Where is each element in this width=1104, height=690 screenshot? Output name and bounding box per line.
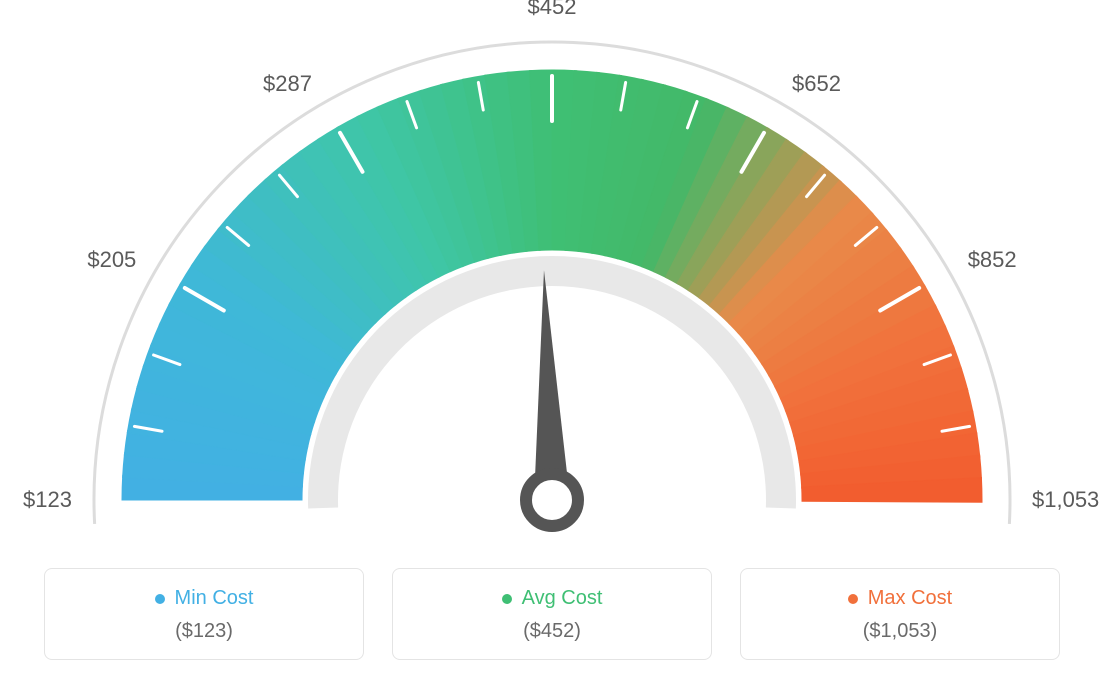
- legend-value-min: ($123): [57, 620, 351, 643]
- legend-title-max: Max Cost: [848, 587, 952, 610]
- legend-row: Min Cost ($123) Avg Cost ($452) Max Cost…: [40, 568, 1064, 660]
- legend-label-avg: Avg Cost: [522, 587, 603, 610]
- scale-label: $205: [87, 247, 136, 273]
- scale-label: $852: [968, 247, 1017, 273]
- scale-label: $652: [792, 71, 841, 97]
- legend-card-avg: Avg Cost ($452): [392, 568, 712, 660]
- legend-title-avg: Avg Cost: [502, 587, 603, 610]
- gauge-area: $123 $205 $287 $452 $652 $852 $1,053: [0, 0, 1104, 560]
- legend-value-avg: ($452): [405, 620, 699, 643]
- legend-card-min: Min Cost ($123): [44, 568, 364, 660]
- scale-label: $452: [528, 0, 577, 20]
- cost-gauge-widget: $123 $205 $287 $452 $652 $852 $1,053 Min Cost …: [0, 0, 1104, 690]
- scale-label: $1,053: [1032, 487, 1099, 513]
- gauge-svg: [0, 0, 1104, 560]
- legend-title-min: Min Cost: [155, 587, 254, 610]
- scale-label: $123: [23, 487, 72, 513]
- legend-value-max: ($1,053): [753, 620, 1047, 643]
- legend-dot-min: [155, 594, 165, 604]
- legend-label-max: Max Cost: [868, 587, 952, 610]
- scale-label: $287: [263, 71, 312, 97]
- legend-dot-avg: [502, 594, 512, 604]
- legend-label-min: Min Cost: [175, 587, 254, 610]
- legend-dot-max: [848, 594, 858, 604]
- legend-card-max: Max Cost ($1,053): [740, 568, 1060, 660]
